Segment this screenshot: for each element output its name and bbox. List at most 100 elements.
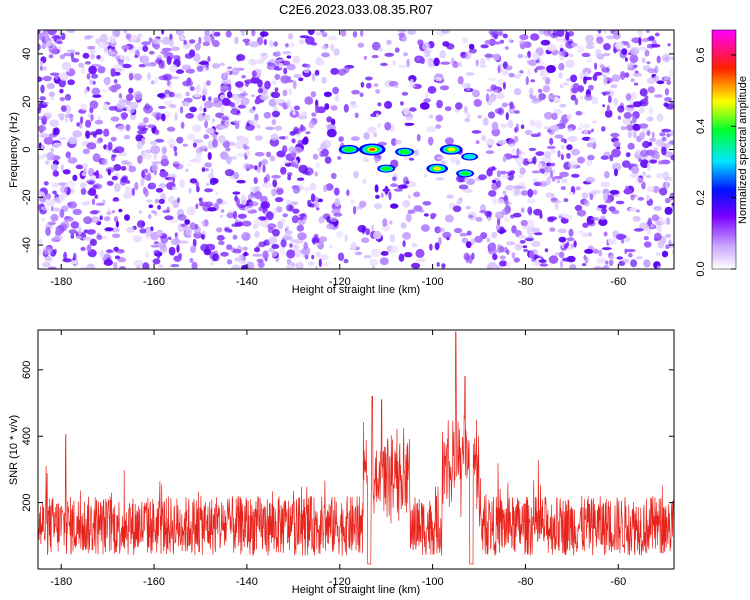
heatmap-cell [379, 257, 389, 266]
heatmap-cell [207, 207, 217, 212]
heatmap-cell [274, 99, 285, 104]
heatmap-cell [216, 234, 225, 241]
heatmap-cell [567, 135, 578, 142]
heatmap-cell [192, 142, 197, 148]
snr-x-tick-label-1: -160 [143, 576, 165, 588]
heatmap-cell [107, 168, 112, 176]
heatmap-cell [509, 101, 514, 110]
heatmap-cell [59, 72, 69, 81]
heatmap-cell [647, 86, 655, 94]
heatmap-cell [477, 115, 482, 119]
heatmap-cell [72, 208, 82, 216]
heatmap-cell [274, 87, 279, 92]
heatmap-cell [373, 132, 378, 138]
heatmap-cell [232, 211, 238, 220]
heatmap-cell [311, 254, 315, 260]
heatmap-cell [566, 113, 572, 120]
heatmap-cell [38, 238, 43, 245]
heatmap-cell [285, 264, 294, 269]
heatmap-cell [299, 216, 304, 221]
heatmap-cell [528, 87, 534, 95]
heatmap-cell [83, 167, 87, 175]
heatmap-cell [382, 218, 388, 227]
heatmap-cell [260, 220, 269, 228]
heatmap-cell [213, 31, 221, 37]
heatmap-cell [286, 55, 292, 59]
heatmap-y-tick-label-4: 40 [21, 48, 33, 60]
heatmap-cell [550, 162, 556, 167]
heatmap-cell [603, 231, 608, 237]
heatmap-cell [434, 226, 441, 234]
heatmap-cell [493, 41, 502, 45]
heatmap-cell [579, 122, 583, 127]
heatmap-cell [446, 194, 454, 199]
heatmap-cell [232, 119, 242, 124]
heatmap-cell [168, 195, 175, 205]
heatmap-cell [286, 63, 296, 71]
heatmap-cell [246, 261, 255, 269]
heatmap-cell [363, 55, 367, 60]
heatmap-cell [506, 260, 511, 269]
heatmap-cell [220, 106, 225, 113]
heatmap-cell [288, 42, 295, 48]
heatmap-cell [509, 143, 515, 148]
heatmap-cell [124, 214, 130, 221]
heatmap-cell [80, 187, 87, 196]
heatmap-cell [99, 56, 105, 63]
heatmap-cell [617, 105, 625, 113]
heatmap-cell [333, 48, 340, 56]
heatmap-cell [271, 119, 277, 126]
heatmap-cell [150, 80, 155, 85]
heatmap-cell [560, 47, 564, 52]
heatmap-cell [526, 59, 531, 65]
heatmap-cell [257, 88, 263, 94]
heatmap-cell [292, 146, 303, 154]
heatmap-cell [613, 142, 621, 148]
heatmap-cell [233, 172, 240, 180]
heatmap-cell [601, 207, 607, 215]
heatmap-cell [598, 249, 603, 257]
heatmap-cell [568, 228, 574, 237]
heatmap-cell [116, 220, 119, 228]
heatmap-cell [350, 101, 356, 106]
heatmap-cell [656, 172, 664, 179]
heatmap-cell [148, 214, 152, 219]
heatmap-cell [445, 214, 454, 223]
heatmap-cell [520, 151, 526, 156]
heatmap-cell [542, 85, 551, 93]
heatmap-cell [326, 116, 333, 123]
heatmap-cell [635, 209, 640, 213]
heatmap-cell [514, 243, 523, 251]
heatmap-cell [143, 152, 152, 160]
heatmap-cell [255, 59, 265, 64]
colorbar-gradient [711, 29, 737, 270]
heatmap-cell [83, 87, 88, 95]
heatmap-cell [604, 109, 613, 118]
heatmap-cell [353, 171, 359, 179]
heatmap-cell [333, 212, 343, 217]
heatmap-cell [54, 229, 63, 236]
heatmap-cell [532, 227, 541, 233]
heatmap-cell [613, 32, 621, 40]
heatmap-cell [522, 245, 528, 249]
heatmap-cell [286, 99, 291, 109]
snr-x-tick-label-5: -80 [517, 576, 533, 588]
heatmap-cell [242, 38, 251, 43]
heatmap-cell [86, 244, 92, 253]
heatmap-cell [600, 155, 609, 160]
heatmap-cell [310, 193, 316, 203]
heatmap-cell [646, 130, 651, 137]
heatmap-cell [471, 252, 475, 260]
heatmap-cell [563, 242, 569, 249]
heatmap-cell [501, 208, 510, 216]
heatmap-cell [597, 30, 602, 34]
heatmap-cell [114, 255, 121, 260]
heatmap-cell [506, 241, 516, 246]
heatmap-cell [398, 64, 408, 69]
snr-x-tick-label-4: -100 [422, 576, 444, 588]
snr-series-line [38, 331, 674, 565]
heatmap-cell [468, 43, 475, 50]
heatmap-cell [531, 170, 541, 174]
heatmap-cell [497, 139, 508, 145]
heatmap-cell [258, 161, 262, 168]
